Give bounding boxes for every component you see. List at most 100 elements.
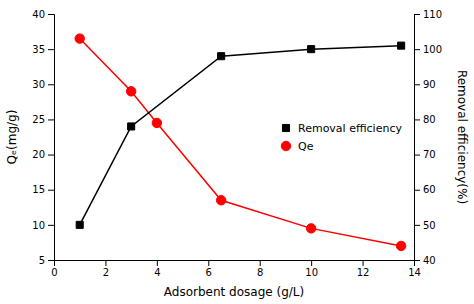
tick-label: 60 [423, 184, 436, 195]
axis-line [48, 15, 55, 261]
tick-label: 6 [206, 267, 212, 278]
tick: 12 [357, 260, 370, 278]
y-axis-title: Qₑ(mg/g) [5, 110, 19, 165]
tick: 2 [103, 260, 109, 278]
tick-label: 30 [32, 79, 45, 90]
tick: 10 [32, 220, 54, 231]
tick: 15 [32, 184, 54, 195]
marker [306, 224, 315, 233]
tick-mark [48, 49, 54, 50]
tick-mark [414, 14, 420, 15]
y2-axis: 40 50 60 70 80 90 100 110 [414, 9, 442, 266]
tick-mark [48, 190, 54, 191]
tick-label: 50 [423, 220, 436, 231]
marks [75, 34, 406, 251]
tick-mark [414, 260, 420, 261]
legend-label: Qe [298, 140, 314, 153]
tick-label: 90 [423, 79, 436, 90]
tick-label: 100 [423, 44, 442, 55]
series-line [80, 39, 401, 246]
tick: 40 [414, 255, 436, 266]
tick-mark [105, 260, 106, 266]
tick: 110 [414, 9, 442, 20]
tick-mark [48, 260, 54, 261]
tick-mark [48, 225, 54, 226]
tick: 100 [414, 44, 442, 55]
marker [218, 53, 225, 60]
tick-mark [48, 119, 54, 120]
legend-marker [282, 124, 289, 131]
tick-label: 80 [423, 114, 436, 125]
tick: 14 [408, 260, 421, 278]
tick-label: 8 [257, 267, 263, 278]
tick-mark [260, 260, 261, 266]
tick: 50 [414, 220, 436, 231]
tick-label: 2 [103, 267, 109, 278]
tick-label: 10 [32, 220, 45, 231]
tick-label: 0 [51, 267, 57, 278]
tick: 10 [305, 260, 318, 278]
marker [152, 118, 161, 127]
marker [396, 241, 405, 250]
tick-label: 70 [423, 149, 436, 160]
tick-label: 20 [32, 149, 45, 160]
tick: 35 [32, 44, 54, 55]
tick-mark [414, 190, 420, 191]
plot: 0 2 4 6 8 10 12 14 5 10 15 20 25 30 35 40 40 50 60 70 80 90 10… [5, 9, 469, 299]
tick-label: 110 [423, 9, 442, 20]
tick-label: 12 [357, 267, 370, 278]
tick-label: 40 [423, 255, 436, 266]
tick-label: 35 [32, 44, 45, 55]
tick-mark [311, 260, 312, 266]
tick-label: 5 [39, 255, 45, 266]
legend-item: Removal efficiency [282, 122, 402, 135]
x-axis: 0 2 4 6 8 10 12 14 [51, 260, 421, 278]
x-axis-title: Adsorbent dosage (g/L) [164, 285, 304, 299]
tick-label: 14 [408, 267, 421, 278]
tick: 90 [414, 79, 436, 90]
tick: 20 [32, 149, 54, 160]
series-line [80, 46, 401, 225]
tick: 70 [414, 149, 436, 160]
y2-axis-title: Removal efficiency(%) [455, 70, 469, 204]
marker [216, 196, 225, 205]
legend-item: Qe [281, 140, 313, 153]
tick: 30 [32, 79, 54, 90]
tick-mark [414, 49, 420, 50]
tick-label: 4 [154, 267, 160, 278]
tick: 6 [206, 260, 212, 278]
tick: 40 [32, 9, 54, 20]
marker [128, 123, 135, 130]
tick-mark [414, 225, 420, 226]
tick-mark [48, 84, 54, 85]
tick-mark [157, 260, 158, 266]
tick-mark [48, 14, 54, 15]
marker [308, 46, 315, 53]
tick-mark [363, 260, 364, 266]
tick: 8 [257, 260, 263, 278]
tick-mark [48, 155, 54, 156]
tick: 80 [414, 114, 436, 125]
marker [76, 221, 83, 228]
legend-label: Removal efficiency [298, 122, 402, 135]
tick-mark [414, 155, 420, 156]
tick: 4 [154, 260, 160, 278]
chart: 0 2 4 6 8 10 12 14 5 10 15 20 25 30 35 40 40 50 60 70 80 90 10… [0, 0, 474, 304]
y-axis: 5 10 15 20 25 30 35 40 [32, 9, 54, 266]
tick-label: 15 [32, 184, 45, 195]
axis-line [55, 261, 415, 267]
tick-mark [414, 84, 420, 85]
tick: 0 [51, 260, 57, 278]
legend: Removal efficiency Qe [281, 122, 402, 153]
legend-marker [281, 141, 290, 150]
tick-label: 40 [32, 9, 45, 20]
axis-line [415, 15, 421, 261]
tick: 60 [414, 184, 436, 195]
tick-mark [208, 260, 209, 266]
marker [126, 87, 135, 96]
marker [398, 42, 405, 49]
tick-mark [414, 119, 420, 120]
tick: 25 [32, 114, 54, 125]
tick: 5 [39, 255, 54, 266]
tick-label: 25 [32, 114, 45, 125]
